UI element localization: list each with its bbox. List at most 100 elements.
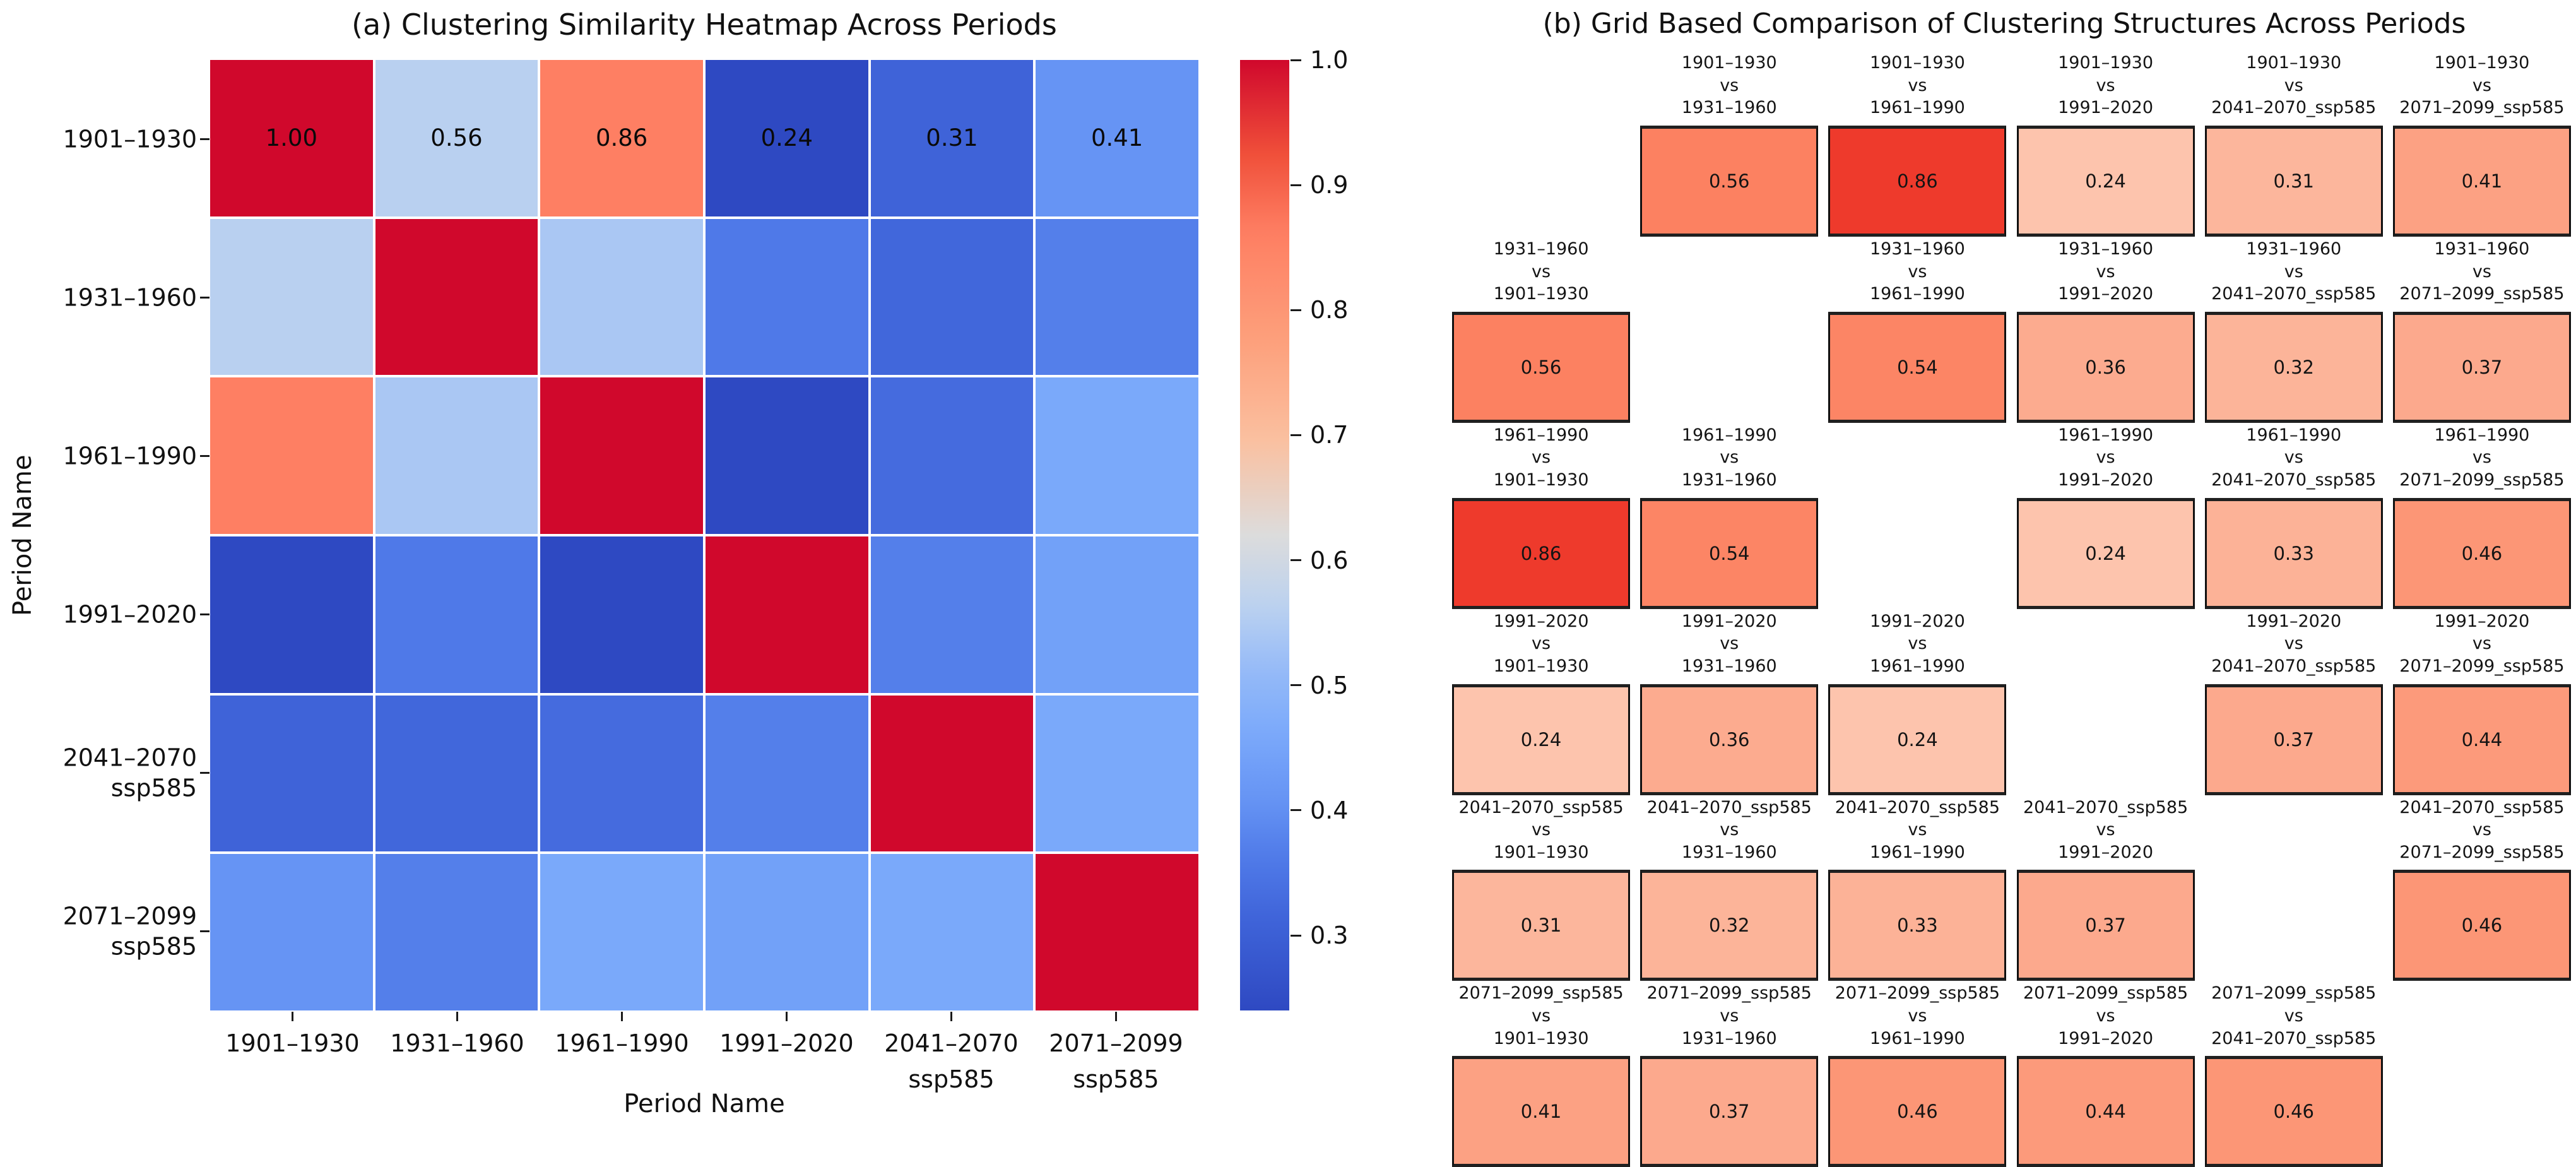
comparison-cell: 2041–2070_ssp585 vs 1961–1990 0.33 xyxy=(1823,795,2011,981)
comparison-cell: 1961–1990 vs 1931–1960 0.54 xyxy=(1635,423,1823,609)
heatmap-cell: 0.31 xyxy=(870,60,1034,216)
comparison-pair-label: 1901–1930 vs 1991–2020 xyxy=(2058,53,2154,118)
comparison-cell: 1931–1960 vs 1991–2020 0.36 xyxy=(2011,237,2199,423)
y-tick-label: 2071–2099 ssp585 xyxy=(62,901,197,961)
comparison-cell: 2071–2099_ssp585 vs 1931–1960 0.37 xyxy=(1635,981,1823,1167)
heatmap-cell: 0.24 xyxy=(705,60,868,216)
heatmap-cell xyxy=(870,695,1034,852)
x-tick-label: 1901–1930 xyxy=(225,1029,360,1057)
comparison-value: 0.31 xyxy=(2273,170,2315,192)
comparison-value-box: 0.41 xyxy=(1452,1056,1631,1167)
comparison-pair-label: 1991–2020 vs 2041–2070_ssp585 xyxy=(2211,611,2377,676)
y-tick-label: 2041–2070 ssp585 xyxy=(62,743,197,802)
comparison-cell: 2071–2099_ssp585 vs 1961–1990 0.46 xyxy=(1823,981,2011,1167)
y-tick-mark xyxy=(200,297,210,299)
comparison-pair-label: 1931–1960 vs 2071–2099_ssp585 xyxy=(2399,239,2565,304)
x-tick-mark xyxy=(1115,1012,1117,1021)
colorbar xyxy=(1240,60,1289,1010)
comparison-pair-label: 1931–1960 vs 1901–1930 xyxy=(1493,239,1589,304)
comparison-cell-empty xyxy=(2200,795,2388,981)
heatmap-cell: 1.00 xyxy=(210,60,373,216)
colorbar-tick-mark xyxy=(1291,809,1301,812)
heatmap-cell xyxy=(870,218,1034,376)
y-tick-mark xyxy=(200,772,210,774)
comparison-pair-label: 2041–2070_ssp585 vs 1991–2020 xyxy=(2023,797,2189,862)
comparison-pair-label: 2071–2099_ssp585 vs 1901–1930 xyxy=(1458,983,1624,1048)
colorbar-tick-label: 0.9 xyxy=(1310,171,1349,199)
comparison-pair-label: 1931–1960 vs 2041–2070_ssp585 xyxy=(2211,239,2377,304)
colorbar-tick-label: 0.5 xyxy=(1310,671,1349,699)
heatmap-cell xyxy=(705,218,868,376)
comparison-value: 0.36 xyxy=(2085,356,2126,378)
comparison-pair-label: 1931–1960 vs 1991–2020 xyxy=(2058,239,2154,304)
colorbar-gradient xyxy=(1240,60,1289,1010)
panel-a-y-axis-label: Period Name xyxy=(8,454,37,616)
comparison-value: 0.24 xyxy=(2085,170,2126,192)
comparison-value-box: 0.46 xyxy=(2392,497,2571,609)
comparison-cell: 1931–1960 vs 2041–2070_ssp585 0.32 xyxy=(2200,237,2388,423)
y-tick-label: 1961–1990 xyxy=(62,442,197,470)
comparison-value: 0.31 xyxy=(1520,915,1562,937)
comparison-value-box: 0.31 xyxy=(2204,125,2383,237)
heatmap-cell xyxy=(540,536,703,693)
comparison-cell: 1961–1990 vs 2041–2070_ssp585 0.33 xyxy=(2200,423,2388,609)
comparison-cell-empty xyxy=(1447,50,1635,237)
heatmap-cell xyxy=(540,377,703,534)
comparison-value-box: 0.37 xyxy=(2392,311,2571,423)
comparison-value-box: 0.54 xyxy=(1828,311,2007,423)
panel-a-title: (a) Clustering Similarity Heatmap Across… xyxy=(352,8,1057,42)
comparison-pair-label: 1961–1990 vs 1901–1930 xyxy=(1493,425,1589,490)
colorbar-tick-label: 0.4 xyxy=(1310,796,1349,824)
heatmap-cell xyxy=(1036,218,1198,376)
x-tick-label: 1961–1990 xyxy=(555,1029,689,1057)
heatmap-cell xyxy=(375,695,538,852)
comparison-cell: 1991–2020 vs 1961–1990 0.24 xyxy=(1823,609,2011,795)
comparison-value-box: 0.33 xyxy=(2204,497,2383,609)
comparison-value-box: 0.56 xyxy=(1640,125,1819,237)
heatmap-cell: 0.41 xyxy=(1036,60,1198,216)
comparison-value-box: 0.31 xyxy=(1452,870,1631,981)
x-tick-label: 1991–2020 xyxy=(719,1029,854,1057)
comparison-cell: 1991–2020 vs 2071–2099_ssp585 0.44 xyxy=(2388,609,2576,795)
comparison-pair-label: 1991–2020 vs 2071–2099_ssp585 xyxy=(2399,611,2565,676)
comparison-cell: 1961–1990 vs 2071–2099_ssp585 0.46 xyxy=(2388,423,2576,609)
x-tick-mark xyxy=(786,1012,788,1021)
colorbar-tick-label: 0.6 xyxy=(1310,546,1349,574)
comparison-value-box: 0.54 xyxy=(1640,497,1819,609)
heatmap-cell xyxy=(870,854,1034,1010)
comparison-pair-label: 1931–1960 vs 1961–1990 xyxy=(1869,239,1965,304)
heatmap-cell xyxy=(210,536,373,693)
comparison-value: 0.44 xyxy=(2461,728,2503,750)
comparison-cell: 2071–2099_ssp585 vs 2041–2070_ssp585 0.46 xyxy=(2200,981,2388,1167)
heatmap-cell xyxy=(210,695,373,852)
comparison-cell: 2041–2070_ssp585 vs 2071–2099_ssp585 0.46 xyxy=(2388,795,2576,981)
comparison-cell: 1901–1930 vs 2041–2070_ssp585 0.31 xyxy=(2200,50,2388,237)
comparison-grid: 1901–1930 vs 1931–1960 0.56 1901–1930 vs 1961–… xyxy=(1447,50,2576,1167)
comparison-value-box: 0.46 xyxy=(1828,1056,2007,1167)
comparison-value: 0.86 xyxy=(1520,542,1562,564)
comparison-pair-label: 1961–1990 vs 2041–2070_ssp585 xyxy=(2211,425,2377,490)
colorbar-tick-mark xyxy=(1291,559,1301,562)
comparison-cell: 1901–1930 vs 1991–2020 0.24 xyxy=(2011,50,2199,237)
heatmap-cell xyxy=(375,377,538,534)
heatmap-cell xyxy=(540,218,703,376)
comparison-cell: 1931–1960 vs 2071–2099_ssp585 0.37 xyxy=(2388,237,2576,423)
comparison-value: 0.46 xyxy=(2273,1101,2315,1123)
comparison-pair-label: 2071–2099_ssp585 vs 1931–1960 xyxy=(1646,983,1812,1048)
x-tick-label: 2071–2099 ssp585 xyxy=(1049,1029,1183,1093)
comparison-cell: 1901–1930 vs 1961–1990 0.86 xyxy=(1823,50,2011,237)
comparison-pair-label: 2071–2099_ssp585 vs 1961–1990 xyxy=(1835,983,2000,1048)
comparison-value-box: 0.37 xyxy=(2204,684,2383,795)
comparison-value: 0.37 xyxy=(2273,728,2315,750)
comparison-pair-label: 2041–2070_ssp585 vs 1931–1960 xyxy=(1646,797,1812,862)
heatmap-cell xyxy=(375,536,538,693)
heatmap-cell xyxy=(705,536,868,693)
comparison-value-box: 0.46 xyxy=(2392,870,2571,981)
colorbar-tick-mark xyxy=(1291,59,1301,61)
comparison-value: 0.33 xyxy=(1897,915,1938,937)
comparison-value: 0.24 xyxy=(1897,728,1938,750)
x-tick-mark xyxy=(621,1012,623,1021)
comparison-cell: 2041–2070_ssp585 vs 1931–1960 0.32 xyxy=(1635,795,1823,981)
comparison-cell-empty xyxy=(2011,609,2199,795)
comparison-pair-label: 2071–2099_ssp585 vs 2041–2070_ssp585 xyxy=(2211,983,2377,1048)
